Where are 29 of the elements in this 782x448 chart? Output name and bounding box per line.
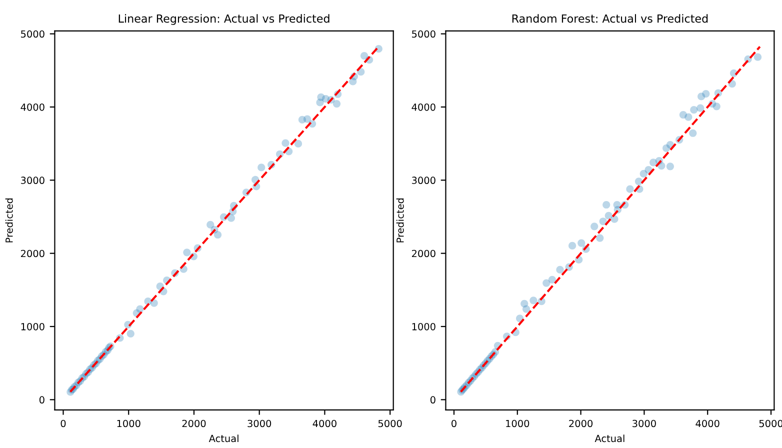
x-tick-label: 3000 bbox=[248, 420, 272, 428]
y-tick-label: 3000 bbox=[21, 176, 44, 184]
y-tick-label: 2000 bbox=[412, 250, 436, 258]
x-tick-label: 5000 bbox=[378, 420, 402, 428]
x-tick-label: 1000 bbox=[506, 420, 530, 428]
x-tick-label: 1000 bbox=[117, 420, 140, 428]
y-tick-label: 0 bbox=[39, 396, 44, 404]
x-tick-label: 3000 bbox=[632, 420, 656, 428]
chart-title: Linear Regression: Actual vs Predicted bbox=[118, 14, 330, 25]
x-axis-title: Actual bbox=[208, 434, 238, 442]
y-tick-label: 4000 bbox=[20, 103, 44, 111]
x-tick-label: 0 bbox=[60, 420, 66, 428]
y-axis-title: Predicted bbox=[5, 198, 13, 242]
y-tick-label: 1000 bbox=[21, 322, 44, 330]
y-tick-label: 5000 bbox=[412, 30, 436, 38]
y-tick-label: 2000 bbox=[20, 250, 44, 258]
x-tick-label: 4000 bbox=[312, 420, 336, 428]
x-tick-label: 4000 bbox=[696, 420, 720, 428]
x-tick-label: 2000 bbox=[569, 420, 593, 428]
y-tick-label: 0 bbox=[430, 396, 436, 404]
x-tick-label: 2000 bbox=[182, 420, 206, 428]
y-axis-title: Predicted bbox=[396, 198, 404, 242]
y-tick-label: 4000 bbox=[412, 103, 436, 111]
x-axis-title: Actual bbox=[594, 434, 624, 442]
y-tick-label: 3000 bbox=[412, 176, 436, 184]
chart-title: Random Forest: Actual vs Predicted bbox=[512, 14, 708, 23]
x-tick-label: 0 bbox=[452, 420, 456, 428]
y-tick-label: 1000 bbox=[412, 322, 436, 330]
y-tick-label: 5000 bbox=[21, 30, 44, 38]
